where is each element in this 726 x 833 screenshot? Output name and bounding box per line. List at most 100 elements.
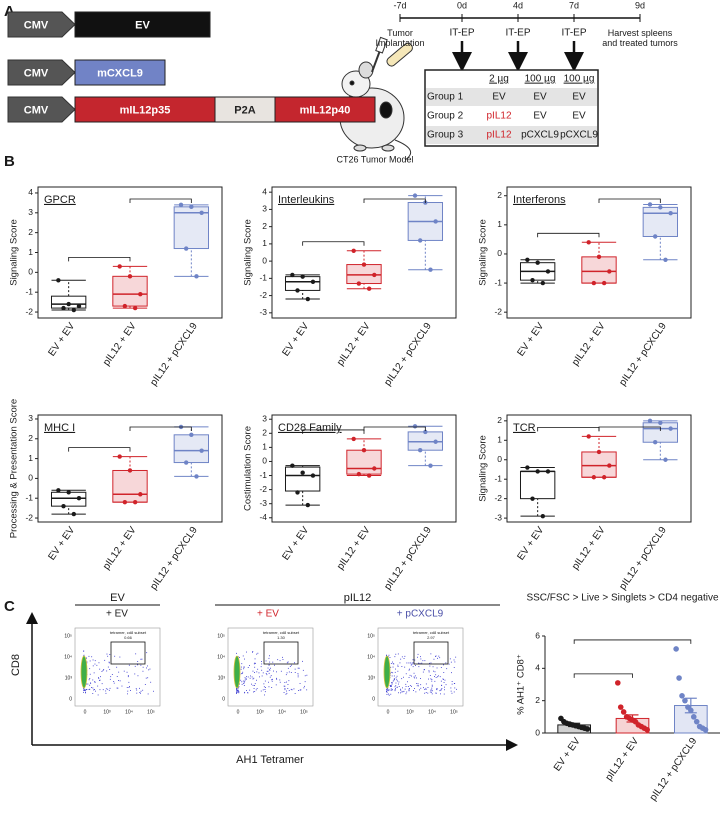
flow-event	[393, 675, 395, 677]
flow-event	[405, 686, 407, 687]
flow-event	[240, 679, 242, 681]
flow-event	[83, 654, 85, 656]
flow-event	[269, 669, 271, 671]
plot-frame	[37, 414, 223, 523]
flow-event	[294, 672, 296, 673]
flow-event	[116, 687, 118, 689]
flow-event	[304, 685, 305, 687]
flow-event	[147, 677, 149, 679]
flow-event	[453, 659, 455, 661]
flow-event	[118, 671, 120, 673]
flow-event	[252, 684, 254, 686]
flow-event	[390, 686, 391, 687]
flow-event	[294, 693, 296, 694]
flow-gate	[263, 641, 299, 665]
data-point	[530, 496, 535, 501]
flow-event	[392, 661, 393, 663]
y-tick-label: -1	[259, 470, 267, 480]
flow-event	[306, 689, 308, 691]
data-point	[693, 718, 700, 725]
timeline-tick-label: 9d	[635, 0, 645, 10]
flow-event	[277, 659, 279, 661]
flow-event	[289, 666, 291, 667]
flow-event	[410, 664, 412, 666]
flow-event	[403, 658, 405, 659]
flow-event	[136, 692, 138, 694]
flow-event	[276, 677, 277, 679]
flow-event	[111, 674, 113, 675]
flow-event	[118, 680, 119, 681]
flow-x-tick: 0	[387, 709, 390, 715]
flow-event	[244, 692, 245, 694]
y-tick-label: -1	[494, 277, 502, 287]
data-point	[663, 257, 668, 262]
group-header: pIL12	[344, 592, 372, 604]
data-point	[366, 286, 372, 291]
flow-event	[429, 662, 430, 664]
flow-event	[435, 674, 437, 676]
x-tick-label: pIL12 + EV	[101, 525, 139, 572]
flow-event	[419, 662, 421, 664]
flow-event	[91, 656, 93, 658]
flow-y-tick: 10⁴	[64, 654, 72, 660]
flow-event	[249, 689, 251, 691]
data-point	[310, 473, 316, 478]
flow-event	[109, 678, 111, 680]
flow-event	[389, 657, 391, 658]
flow-event	[431, 691, 432, 693]
flow-event	[106, 653, 108, 655]
flow-event	[255, 689, 257, 691]
significance-bracket	[537, 427, 600, 432]
flow-event	[406, 662, 408, 664]
flow-event	[87, 683, 89, 685]
y-tick-label: 0	[262, 456, 267, 466]
flow-event	[391, 683, 393, 685]
flow-event	[399, 662, 401, 664]
data-point	[351, 436, 356, 442]
data-point	[290, 272, 295, 278]
flow-event	[241, 681, 243, 683]
flow-event	[242, 655, 244, 657]
flow-event	[398, 681, 400, 683]
flow-event	[149, 668, 151, 670]
flow-event	[453, 667, 455, 668]
flow-event	[395, 685, 397, 687]
flow-event	[440, 667, 442, 668]
flow-event	[127, 693, 128, 695]
flow-event	[238, 691, 240, 692]
flow-event	[386, 691, 388, 692]
flow-event	[394, 671, 396, 673]
flow-event	[136, 689, 138, 691]
table-cell: Group 2	[427, 111, 464, 122]
gene-label: mIL12p35	[120, 104, 171, 116]
y-tick-label: -3	[494, 512, 502, 522]
flow-event	[148, 669, 150, 671]
flow-event	[441, 688, 443, 689]
data-point	[183, 460, 189, 465]
flow-event	[418, 662, 419, 664]
flow-event	[243, 667, 245, 668]
x-tick-label: pIL12 + EV	[101, 321, 139, 368]
flow-event	[142, 689, 144, 691]
y-tick-label: -3	[259, 307, 267, 317]
flow-event	[236, 692, 237, 694]
data-point	[702, 726, 709, 733]
data-point	[356, 471, 362, 477]
table-header: 100 µg	[564, 74, 595, 85]
data-point	[596, 449, 602, 455]
data-point	[310, 279, 316, 285]
flow-event	[269, 669, 270, 671]
flow-event	[386, 694, 388, 695]
flow-event	[297, 673, 299, 675]
flow-event	[405, 683, 407, 685]
flow-event	[287, 661, 289, 663]
gene-block	[274, 96, 376, 123]
flow-event	[386, 654, 387, 656]
flow-event	[269, 655, 270, 657]
flow-y-tick: 10⁵	[367, 633, 375, 639]
data-point	[690, 714, 697, 720]
data-point	[433, 439, 438, 444]
flow-event	[237, 691, 239, 693]
event-label: IT-EP	[505, 28, 530, 39]
flow-event	[297, 676, 299, 678]
